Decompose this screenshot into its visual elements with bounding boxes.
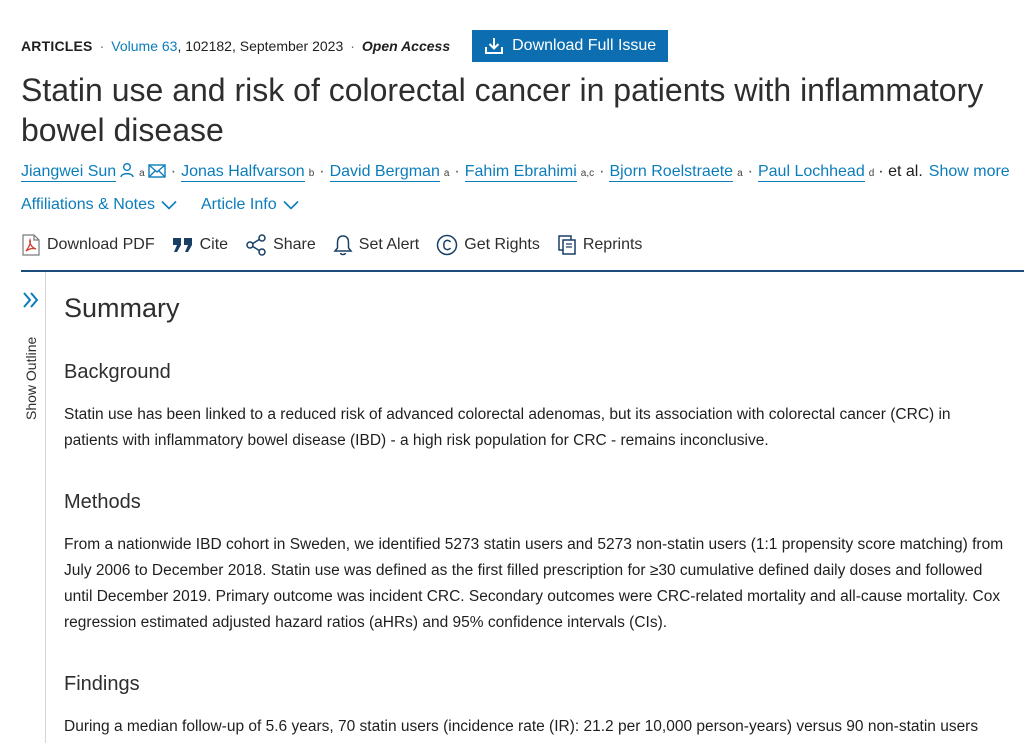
background-heading: Background [64,361,171,383]
set-alert-label: Set Alert [358,236,420,253]
chevron-down-icon [283,200,299,210]
reprints-button[interactable]: Reprints [557,234,643,256]
article-type: ARTICLES [21,38,93,54]
volume-info: , 102182, September 2023 [177,38,344,54]
findings-heading: Findings [64,673,140,695]
affiliations-notes-toggle[interactable]: Affiliations & Notes [21,196,177,214]
download-pdf-button[interactable]: Download PDF [21,234,155,256]
separator-dot: · [99,38,105,54]
article-title: Statin use and risk of colorectal cancer… [21,72,984,148]
article-summary: Summary Background Statin use has been l… [64,290,1004,740]
author-affiliation: a [443,168,450,179]
author-affiliation: d [868,168,875,179]
author-name[interactable]: Paul Lochhead [757,163,865,182]
article-toolbar: Download PDF Cite Share Set Alert Get Ri… [21,234,659,256]
volume-link[interactable]: Volume 63 [111,38,178,54]
author-affiliation: a [737,168,743,179]
share-button[interactable]: Share [245,234,316,256]
bell-icon [333,235,353,256]
separator-dot: · [747,163,753,180]
set-alert-button[interactable]: Set Alert [333,234,419,256]
download-pdf-label: Download PDF [47,236,155,253]
share-icon [246,234,266,256]
author-affiliation: a [139,168,145,179]
background-text: Statin use has been linked to a reduced … [64,406,951,449]
email-icon[interactable] [148,164,166,178]
separator-dot: · [599,163,605,180]
copyright-icon [437,234,458,256]
findings-text: During a median follow-up of 5.6 years, … [64,718,979,735]
separator-dot: · [170,163,177,180]
authors-et-al: · et al. [878,163,923,180]
cite-label: Cite [199,236,229,253]
author-affiliation: b [308,168,315,179]
author-name[interactable]: David Bergman [329,163,440,182]
methods-text: From a nationwide IBD cohort in Sweden, … [64,536,1004,631]
show-outline-label: Show Outline [23,336,39,420]
info-links-row: Affiliations & Notes Article Info [21,196,323,214]
person-icon[interactable] [119,162,135,178]
pdf-icon [22,234,40,256]
article-info-label: Article Info [201,196,277,213]
summary-heading: Summary [64,293,180,323]
double-chevron-right-icon [23,292,39,308]
reprints-label: Reprints [582,236,643,253]
article-info-toggle[interactable]: Article Info [201,196,299,214]
chevron-down-icon [161,200,177,210]
reprints-icon [558,235,576,255]
open-access-label: Open Access [361,38,451,54]
separator-dot: · [454,163,460,180]
author-list: Jiangwei Sun a · Jonas Halfvarson b · Da… [21,160,1010,182]
separator-dot: · [319,163,325,180]
download-full-issue-label: Download Full Issue [512,37,657,54]
methods-heading: Methods [64,491,141,513]
get-rights-label: Get Rights [464,236,540,253]
affiliations-notes-label: Affiliations & Notes [21,196,155,213]
header-divider [21,270,1024,272]
show-more-authors-link[interactable]: Show more [928,163,1010,180]
author-name[interactable]: Fahim Ebrahimi [464,163,577,182]
download-full-issue-button[interactable]: Download Full Issue [472,30,669,62]
author-name[interactable]: Jonas Halfvarson [181,163,305,182]
article-meta-row: ARTICLES · Volume 63 , 102182, September… [21,29,669,63]
author-name[interactable]: Jiangwei Sun [21,163,117,182]
show-outline-toggle[interactable]: Show Outline [21,290,43,440]
outline-divider [45,272,46,743]
download-icon [485,38,504,54]
author-affiliation: a,c [580,168,595,179]
cite-button[interactable]: Cite [172,234,228,256]
share-label: Share [273,236,316,253]
separator-dot: · [350,38,355,54]
quote-icon [172,238,192,252]
author-name[interactable]: Bjorn Roelstraete [609,163,734,182]
get-rights-button[interactable]: Get Rights [436,234,540,256]
